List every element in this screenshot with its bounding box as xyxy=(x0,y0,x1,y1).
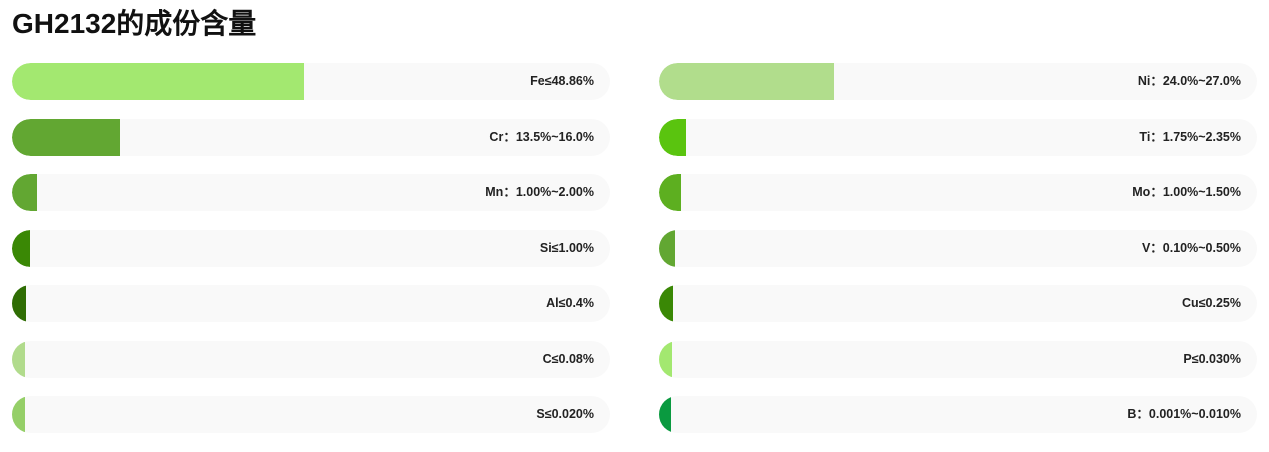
bar-label: Ti：1.75%~2.35% xyxy=(1139,129,1241,144)
bar-label: Si≤1.00% xyxy=(539,240,594,255)
bar-fill xyxy=(659,396,671,433)
bar-fill xyxy=(659,229,676,267)
bar-label: Ni：24.0%~27.0% xyxy=(1137,74,1241,88)
bar-fill xyxy=(12,340,26,378)
bar-row: Mn：1.00%~2.00% xyxy=(12,174,610,211)
bar-fill xyxy=(12,63,305,100)
bar-fill xyxy=(12,396,25,433)
bar-row: B：0.001%~0.010% xyxy=(659,396,1257,433)
bar-fill xyxy=(12,229,30,267)
bar-fill xyxy=(659,118,686,156)
bar-fill xyxy=(12,285,27,322)
bar-row: Si≤1.00% xyxy=(12,229,610,267)
bar-row: Cr：13.5%~16.0% xyxy=(12,118,610,156)
bar-fill xyxy=(12,118,120,156)
bar-row: P≤0.030% xyxy=(659,340,1257,378)
bar-fill xyxy=(659,285,673,322)
bar-label: C≤0.08% xyxy=(542,351,594,366)
bar-row: Ni：24.0%~27.0% xyxy=(659,63,1257,100)
page-title: GH2132的成份含量 xyxy=(12,8,257,39)
bar-label: Cr：13.5%~16.0% xyxy=(489,129,594,144)
bar-fill xyxy=(12,174,38,211)
bar-row: Ti：1.75%~2.35% xyxy=(659,118,1257,156)
bar-row: Cu≤0.25% xyxy=(659,285,1257,322)
bar-row: C≤0.08% xyxy=(12,340,610,378)
bar-label: Cu≤0.25% xyxy=(1182,296,1241,310)
bar-row: Mo：1.00%~1.50% xyxy=(659,174,1257,211)
bar-fill xyxy=(659,340,672,378)
chart-column-right: Ni：24.0%~27.0% Ti：1.75%~2.35% Mo：1.00%~1.5… xyxy=(659,63,1257,452)
bar-label: V：0.10%~0.50% xyxy=(1141,240,1241,255)
bar-row: S≤0.020% xyxy=(12,396,610,433)
chart-column-left: Fe≤48.86% Cr：13.5%~16.0% Mn：1.00%~2.00% Si≤… xyxy=(12,63,610,452)
bar-label: Al≤0.4% xyxy=(546,296,594,310)
bar-label: P≤0.030% xyxy=(1183,351,1241,366)
bar-label: B：0.001%~0.010% xyxy=(1127,407,1241,421)
bar-label: Mn：1.00%~2.00% xyxy=(485,185,594,199)
bar-row: Al≤0.4% xyxy=(12,285,610,322)
bar-label: S≤0.020% xyxy=(536,407,594,421)
bar-row: V：0.10%~0.50% xyxy=(659,229,1257,267)
bar-fill xyxy=(659,63,834,100)
bar-label: Mo：1.00%~1.50% xyxy=(1132,185,1241,199)
bar-row: Fe≤48.86% xyxy=(12,63,610,100)
bar-fill xyxy=(659,174,681,211)
bar-label: Fe≤48.86% xyxy=(530,74,594,88)
